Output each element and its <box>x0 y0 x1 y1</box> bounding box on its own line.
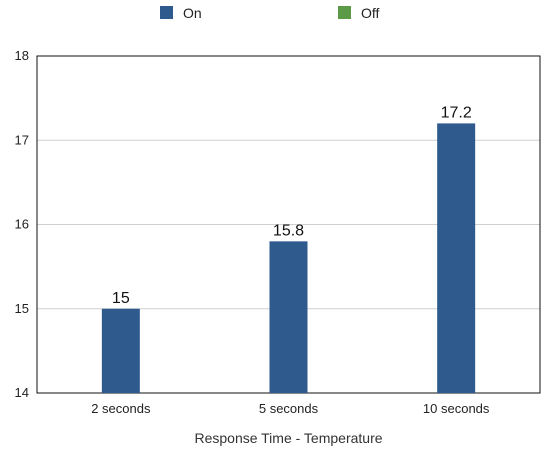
legend-swatch-off <box>338 6 351 19</box>
legend-label-on: On <box>183 5 202 21</box>
x-tick-label-2-seconds: 2 seconds <box>91 401 151 416</box>
bar-on-5-seconds <box>269 241 308 393</box>
legend-label-off: Off <box>361 5 380 21</box>
x-axis-title: Response Time - Temperature <box>194 430 382 446</box>
y-tick-label: 18 <box>15 48 29 63</box>
data-label-5-seconds: 15.8 <box>273 222 304 239</box>
x-axis-ticks: 2 seconds 5 seconds 10 seconds <box>91 401 490 416</box>
data-label-2-seconds: 15 <box>112 290 130 307</box>
data-labels: 15 15.8 17.2 <box>112 104 472 306</box>
y-tick-label: 14 <box>15 385 29 400</box>
x-tick-label-10-seconds: 10 seconds <box>423 401 490 416</box>
y-tick-label: 17 <box>15 132 29 147</box>
y-tick-label: 15 <box>15 301 29 316</box>
bar-on-2-seconds <box>101 308 140 393</box>
bar-on-10-seconds <box>437 123 476 394</box>
x-tick-label-5-seconds: 5 seconds <box>259 401 319 416</box>
legend-swatch-on <box>160 6 173 19</box>
y-axis-ticks: 14 15 16 17 18 <box>15 48 29 400</box>
y-tick-label: 16 <box>15 217 29 232</box>
bars <box>101 123 476 394</box>
data-label-10-seconds: 17.2 <box>441 104 472 121</box>
legend: On Off <box>160 5 380 21</box>
